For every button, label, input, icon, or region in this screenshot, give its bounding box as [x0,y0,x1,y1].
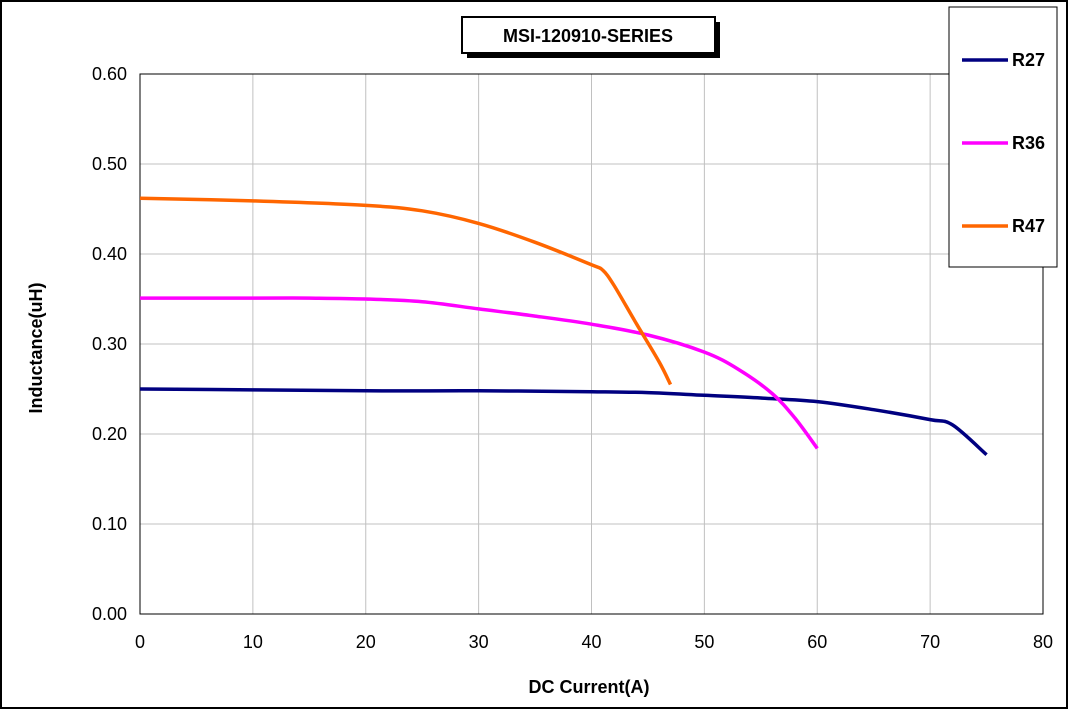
x-tick-label: 30 [469,632,489,652]
x-tick-label: 20 [356,632,376,652]
y-tick-label: 0.00 [92,604,127,624]
series-line-r36 [139,296,819,450]
y-tick-label: 0.30 [92,334,127,354]
plot-area [139,73,1044,615]
series-lines [139,196,988,457]
y-tick-label: 0.40 [92,244,127,264]
y-tick-label: 0.20 [92,424,127,444]
chart-title-box: MSI-120910-SERIES [461,16,720,58]
chart-title: MSI-120910-SERIES [503,26,673,46]
x-tick-label: 40 [581,632,601,652]
legend-label-r47: R47 [1012,216,1045,236]
legend-label-r27: R27 [1012,50,1045,70]
x-axis-label: DC Current(A) [529,677,650,697]
y-tick-label: 0.10 [92,514,127,534]
y-axis-label: Inductance(uH) [26,282,46,413]
legend: R27 R36 R47 [948,6,1058,268]
series-line-r27 [139,387,988,457]
x-tick-label: 80 [1033,632,1053,652]
tick-labels: 0 10 20 30 40 50 60 70 80 0.00 0.10 0.20 0.30 0.40 0.5… [92,64,1053,652]
y-tick-label: 0.50 [92,154,127,174]
x-tick-label: 0 [135,632,145,652]
y-tick-label: 0.60 [92,64,127,84]
series-line-r47 [139,196,673,386]
legend-label-r36: R36 [1012,133,1045,153]
x-tick-label: 70 [920,632,940,652]
legend-box [948,6,1058,268]
x-tick-label: 10 [243,632,263,652]
x-tick-label: 50 [694,632,714,652]
x-tick-label: 60 [807,632,827,652]
